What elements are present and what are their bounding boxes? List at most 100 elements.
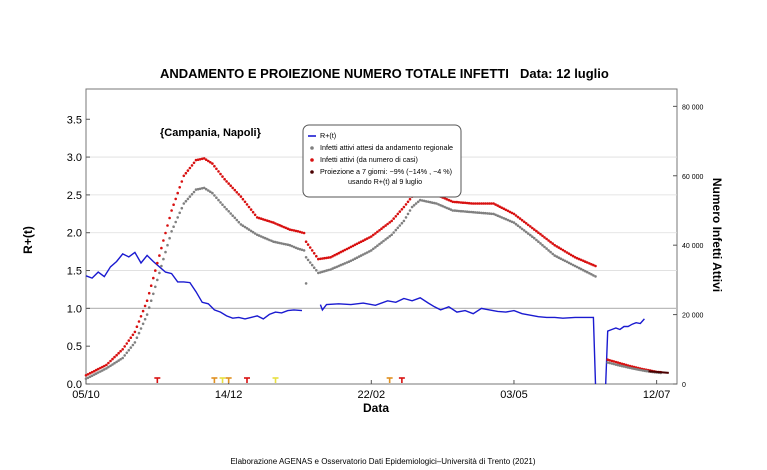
data-point <box>372 233 375 237</box>
data-point <box>229 212 232 215</box>
data-point <box>392 231 396 234</box>
data-point <box>131 343 135 347</box>
data-point <box>400 221 404 225</box>
data-point <box>213 164 216 168</box>
data-point <box>467 210 471 214</box>
x-tick-label: 14/12 <box>215 389 243 401</box>
data-point <box>363 238 367 241</box>
data-point <box>376 230 379 234</box>
data-point <box>215 167 218 171</box>
data-point <box>154 285 157 289</box>
series-proiezione-a-7-giorni <box>648 370 669 374</box>
data-point <box>577 266 581 270</box>
data-point <box>545 237 548 241</box>
data-point <box>516 224 520 227</box>
data-point <box>520 227 524 231</box>
data-point <box>449 199 453 203</box>
data-point <box>209 190 212 194</box>
data-point <box>522 229 526 232</box>
data-point <box>310 249 314 252</box>
data-point <box>164 231 167 235</box>
data-point <box>463 210 467 213</box>
data-point <box>567 252 571 255</box>
x-tick-label: 03/05 <box>500 389 528 401</box>
legend-label: Infetti attivi attesi da andamento regio… <box>320 143 453 152</box>
left-tick-label: 0.0 <box>67 379 82 391</box>
data-point <box>612 360 616 363</box>
data-point <box>166 243 169 247</box>
data-point <box>524 230 528 234</box>
data-point <box>229 184 232 187</box>
data-point <box>571 254 575 258</box>
data-point <box>388 221 392 224</box>
data-point <box>331 267 334 270</box>
data-point <box>496 214 500 217</box>
data-point <box>435 202 438 205</box>
data-point <box>190 164 194 167</box>
data-point <box>152 276 155 280</box>
data-point <box>355 242 359 246</box>
data-point <box>588 272 591 275</box>
data-point <box>103 368 106 371</box>
data-point <box>131 333 135 337</box>
data-point <box>337 251 341 255</box>
series-layer <box>84 157 669 385</box>
data-point <box>549 250 552 254</box>
data-point <box>502 207 506 210</box>
data-point <box>274 222 277 225</box>
data-point <box>245 203 249 206</box>
data-point <box>133 341 137 344</box>
data-point <box>555 245 559 248</box>
data-point <box>188 195 192 198</box>
data-point <box>584 269 587 273</box>
data-point <box>451 200 455 204</box>
series-r-t- <box>85 251 645 385</box>
right-tick-label: 80 000 <box>682 104 704 111</box>
legend-item: R+(t) <box>308 131 336 140</box>
data-point <box>90 374 94 378</box>
data-point <box>398 224 402 227</box>
data-point <box>577 257 581 261</box>
data-point <box>526 223 530 227</box>
data-point <box>551 242 554 245</box>
data-point <box>457 209 461 213</box>
data-point <box>186 197 190 201</box>
data-point <box>154 269 157 272</box>
data-point <box>551 252 554 256</box>
right-axis-ticks: 0 20 000 40 000 60 000 80 000 <box>673 104 704 389</box>
data-point <box>498 205 502 208</box>
data-point <box>123 354 126 357</box>
data-point <box>445 197 449 201</box>
data-point <box>508 219 512 223</box>
data-point <box>563 259 567 263</box>
data-point <box>251 230 255 234</box>
data-point <box>516 215 520 219</box>
data-point <box>394 215 398 218</box>
data-point <box>363 252 367 255</box>
x-tick-label: 12/07 <box>643 389 671 401</box>
data-point <box>241 224 245 227</box>
data-point <box>137 331 141 335</box>
data-point <box>579 258 583 262</box>
data-point <box>147 291 151 295</box>
data-point <box>610 362 614 365</box>
data-point <box>478 211 481 214</box>
data-point <box>620 364 624 368</box>
data-point <box>339 263 343 267</box>
data-point <box>219 172 222 176</box>
data-point <box>312 252 316 255</box>
data-point <box>284 243 288 246</box>
data-point <box>626 364 630 367</box>
data-point <box>498 215 502 218</box>
data-point <box>160 246 163 250</box>
data-point <box>162 239 165 242</box>
data-point <box>196 187 200 191</box>
data-point <box>531 235 534 238</box>
event-marker <box>386 377 393 383</box>
data-point <box>109 359 112 363</box>
x-tick-label: 05/10 <box>72 389 100 401</box>
data-point <box>143 317 147 321</box>
data-point <box>471 210 475 214</box>
data-point <box>443 197 447 200</box>
data-point <box>180 180 184 183</box>
